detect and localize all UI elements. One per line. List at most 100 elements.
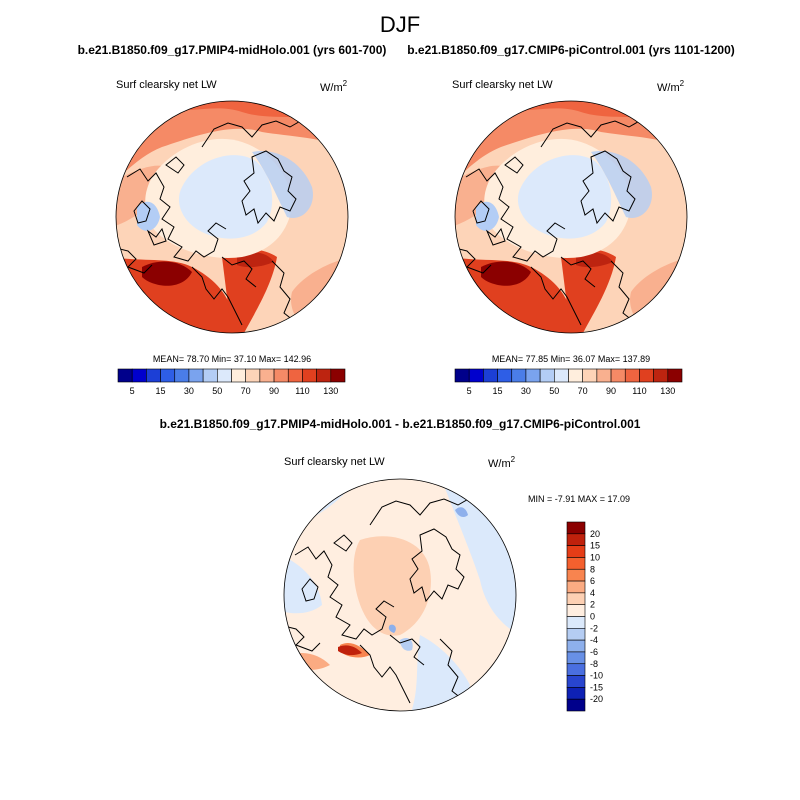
colorbar-tick-label: 0 — [590, 612, 595, 622]
map-border — [454, 100, 688, 334]
colorbar-box — [566, 604, 586, 617]
units-label: W/m2 — [488, 455, 516, 470]
colorbar-box — [131, 368, 147, 383]
colorbar-box — [624, 368, 640, 383]
colorbar-box — [188, 368, 204, 383]
map-border — [283, 478, 517, 712]
variable-label: Surf clearsky net LW — [452, 79, 553, 91]
colorbar-box — [330, 368, 346, 383]
colorbar-box — [287, 368, 303, 383]
panel-title: b.e21.B1850.f09_g17.PMIP4-midHolo.001 (y… — [78, 43, 387, 57]
map-border — [115, 100, 349, 334]
colorbar-box — [217, 368, 232, 383]
units-superscript: 2 — [343, 79, 348, 88]
polar-map — [116, 101, 348, 333]
colorbar-tick-label: 110 — [632, 386, 646, 396]
variable-label: Surf clearsky net LW — [284, 456, 385, 468]
panel-difference: b.e21.B1850.f09_g17.PMIP4-midHolo.001 - … — [160, 417, 641, 712]
panel-midholo: b.e21.B1850.f09_g17.PMIP4-midHolo.001 (y… — [78, 43, 387, 396]
colorbar-box — [245, 368, 261, 383]
variable-label: Surf clearsky net LW — [116, 79, 217, 91]
colorbar-box — [653, 368, 669, 383]
units-superscript: 2 — [511, 455, 516, 464]
colorbar-box — [568, 368, 583, 383]
colorbar-tick-label: -8 — [590, 659, 598, 669]
colorbar-box — [667, 368, 683, 383]
units-label: W/m2 — [657, 79, 685, 94]
units-superscript: 2 — [680, 79, 685, 88]
colorbar-tick-label: -4 — [590, 635, 598, 645]
colorbar-box — [566, 663, 586, 676]
colorbar-tick-label: 130 — [323, 386, 338, 396]
colorbar-tick-label: 15 — [493, 386, 503, 396]
colorbar-tick-label: 4 — [590, 588, 595, 598]
colorbar-box — [566, 616, 586, 629]
colorbar-box — [160, 368, 176, 383]
stats-label: MEAN= 77.85 Min= 36.07 Max= 137.89 — [492, 354, 650, 364]
colorbar-tick-label: 6 — [590, 576, 595, 586]
colorbar-tick-label: 15 — [156, 386, 166, 396]
colorbar-box — [566, 628, 586, 641]
stats-label: MEAN= 78.70 Min= 37.10 Max= 142.96 — [153, 354, 311, 364]
colorbar-tick-label: 130 — [660, 386, 675, 396]
colorbar-box — [639, 368, 654, 383]
panel-picontrol: b.e21.B1850.f09_g17.CMIP6-piControl.001 … — [407, 43, 735, 396]
colorbar-box — [566, 568, 586, 582]
colorbar-tick-label: 5 — [130, 386, 135, 396]
colorbar-tick-label: 50 — [549, 386, 559, 396]
colorbar-box — [610, 368, 626, 383]
colorbar-box — [259, 368, 275, 383]
colorbar-box — [483, 368, 498, 383]
colorbar-tick-label: 5 — [467, 386, 472, 396]
units-text: W/m — [657, 82, 680, 94]
colorbar-box — [566, 639, 586, 653]
colorbar-box — [302, 368, 317, 383]
colorbar: 5 15 30 50 70 90 110 130 — [454, 368, 683, 396]
colorbar-box — [566, 557, 586, 570]
colorbar-tick-label: 2 — [590, 600, 595, 610]
colorbar-box — [566, 687, 586, 700]
units-text: W/m — [488, 458, 511, 470]
colorbar-box — [454, 368, 470, 383]
colorbar-tick-label: -6 — [590, 647, 598, 657]
colorbar-tick-label: 15 — [590, 541, 600, 551]
colorbar-box — [231, 368, 246, 383]
stats-label: MIN = -7.91 MAX = 17.09 — [528, 494, 630, 504]
colorbar-box — [202, 368, 218, 383]
colorbar-box — [566, 698, 586, 712]
panel-title: b.e21.B1850.f09_g17.CMIP6-piControl.001 … — [407, 43, 735, 57]
colorbar-tick-label: -20 — [590, 694, 603, 704]
colorbar-box — [539, 368, 555, 383]
colorbar-tick-label: -2 — [590, 623, 598, 633]
colorbar-tick-label: -10 — [590, 671, 603, 681]
colorbar-box — [566, 592, 586, 605]
colorbar-box — [566, 580, 586, 594]
colorbar-box — [511, 368, 527, 383]
polar-map — [455, 101, 687, 333]
units-text: W/m — [320, 82, 343, 94]
colorbar-tick-label: 20 — [590, 529, 600, 539]
units-label: W/m2 — [320, 79, 348, 94]
figure-title: DJF — [380, 12, 420, 37]
colorbar-box — [554, 368, 569, 383]
colorbar-tick-label: 50 — [212, 386, 222, 396]
colorbar-box — [566, 545, 586, 558]
colorbar-box — [146, 368, 161, 383]
colorbar-tick-label: 30 — [184, 386, 194, 396]
colorbar-box — [117, 368, 133, 383]
colorbar-tick-label: 90 — [269, 386, 279, 396]
colorbar-box — [273, 368, 289, 383]
polar-map — [284, 479, 516, 711]
colorbar-box — [566, 651, 586, 665]
colorbar: 5 15 30 50 70 90 110 130 — [117, 368, 346, 396]
colorbar-tick-label: 10 — [590, 552, 600, 562]
colorbar-tick-label: 110 — [295, 386, 309, 396]
colorbar-box — [566, 533, 586, 546]
colorbar-box — [566, 675, 586, 688]
colorbar-tick-label: 90 — [606, 386, 616, 396]
colorbar-tick-label: 8 — [590, 564, 595, 574]
colorbar-box — [174, 368, 190, 383]
colorbar-box — [468, 368, 484, 383]
